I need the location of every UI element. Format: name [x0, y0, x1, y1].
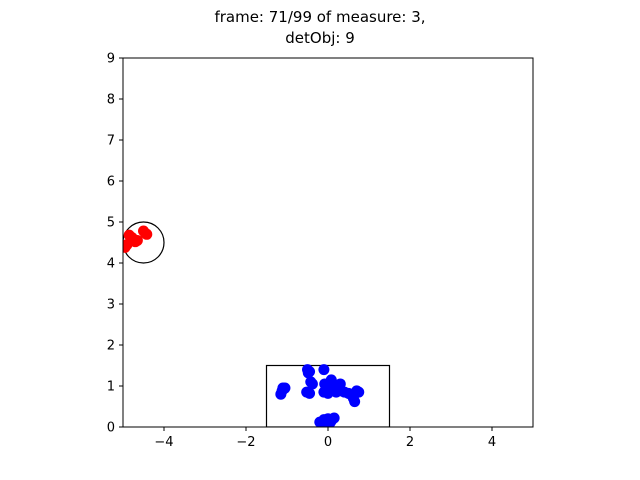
data-point — [131, 234, 143, 246]
data-point — [349, 396, 361, 408]
chart-title-line-2: detObj: 9 — [285, 29, 355, 47]
data-point — [304, 366, 316, 378]
x-tick-label: −4 — [154, 435, 173, 450]
y-tick-label: 9 — [107, 52, 115, 67]
y-tick-label: 8 — [107, 93, 115, 108]
data-point — [279, 382, 291, 394]
data-point — [353, 386, 365, 398]
axes-ticks: −4 −2 0 2 4 0 1 2 3 4 5 6 7 8 9 — [107, 52, 496, 451]
series-1 — [275, 364, 365, 427]
data-point — [306, 378, 318, 390]
series-0 — [123, 225, 153, 253]
data-point — [318, 364, 330, 376]
region-rectangle — [265, 364, 391, 427]
data-point — [304, 387, 316, 399]
plot-content — [123, 221, 391, 427]
chart-title-line-1: frame: 71/99 of measure: 3, — [214, 8, 426, 26]
y-tick-label: 2 — [107, 339, 115, 354]
y-tick-label: 4 — [107, 257, 115, 272]
x-tick-label: 2 — [406, 435, 414, 450]
data-point — [141, 228, 153, 240]
x-tick-label: −2 — [236, 435, 255, 450]
y-tick-label: 0 — [107, 421, 115, 436]
y-tick-label: 5 — [107, 216, 115, 231]
x-tick-label: 4 — [488, 435, 496, 450]
y-tick-label: 7 — [107, 134, 115, 149]
y-tick-label: 3 — [107, 298, 115, 313]
data-point — [325, 415, 337, 427]
y-tick-label: 6 — [107, 175, 115, 190]
x-tick-label: 0 — [324, 435, 332, 450]
region-circle — [123, 221, 165, 264]
y-tick-label: 1 — [107, 380, 115, 395]
